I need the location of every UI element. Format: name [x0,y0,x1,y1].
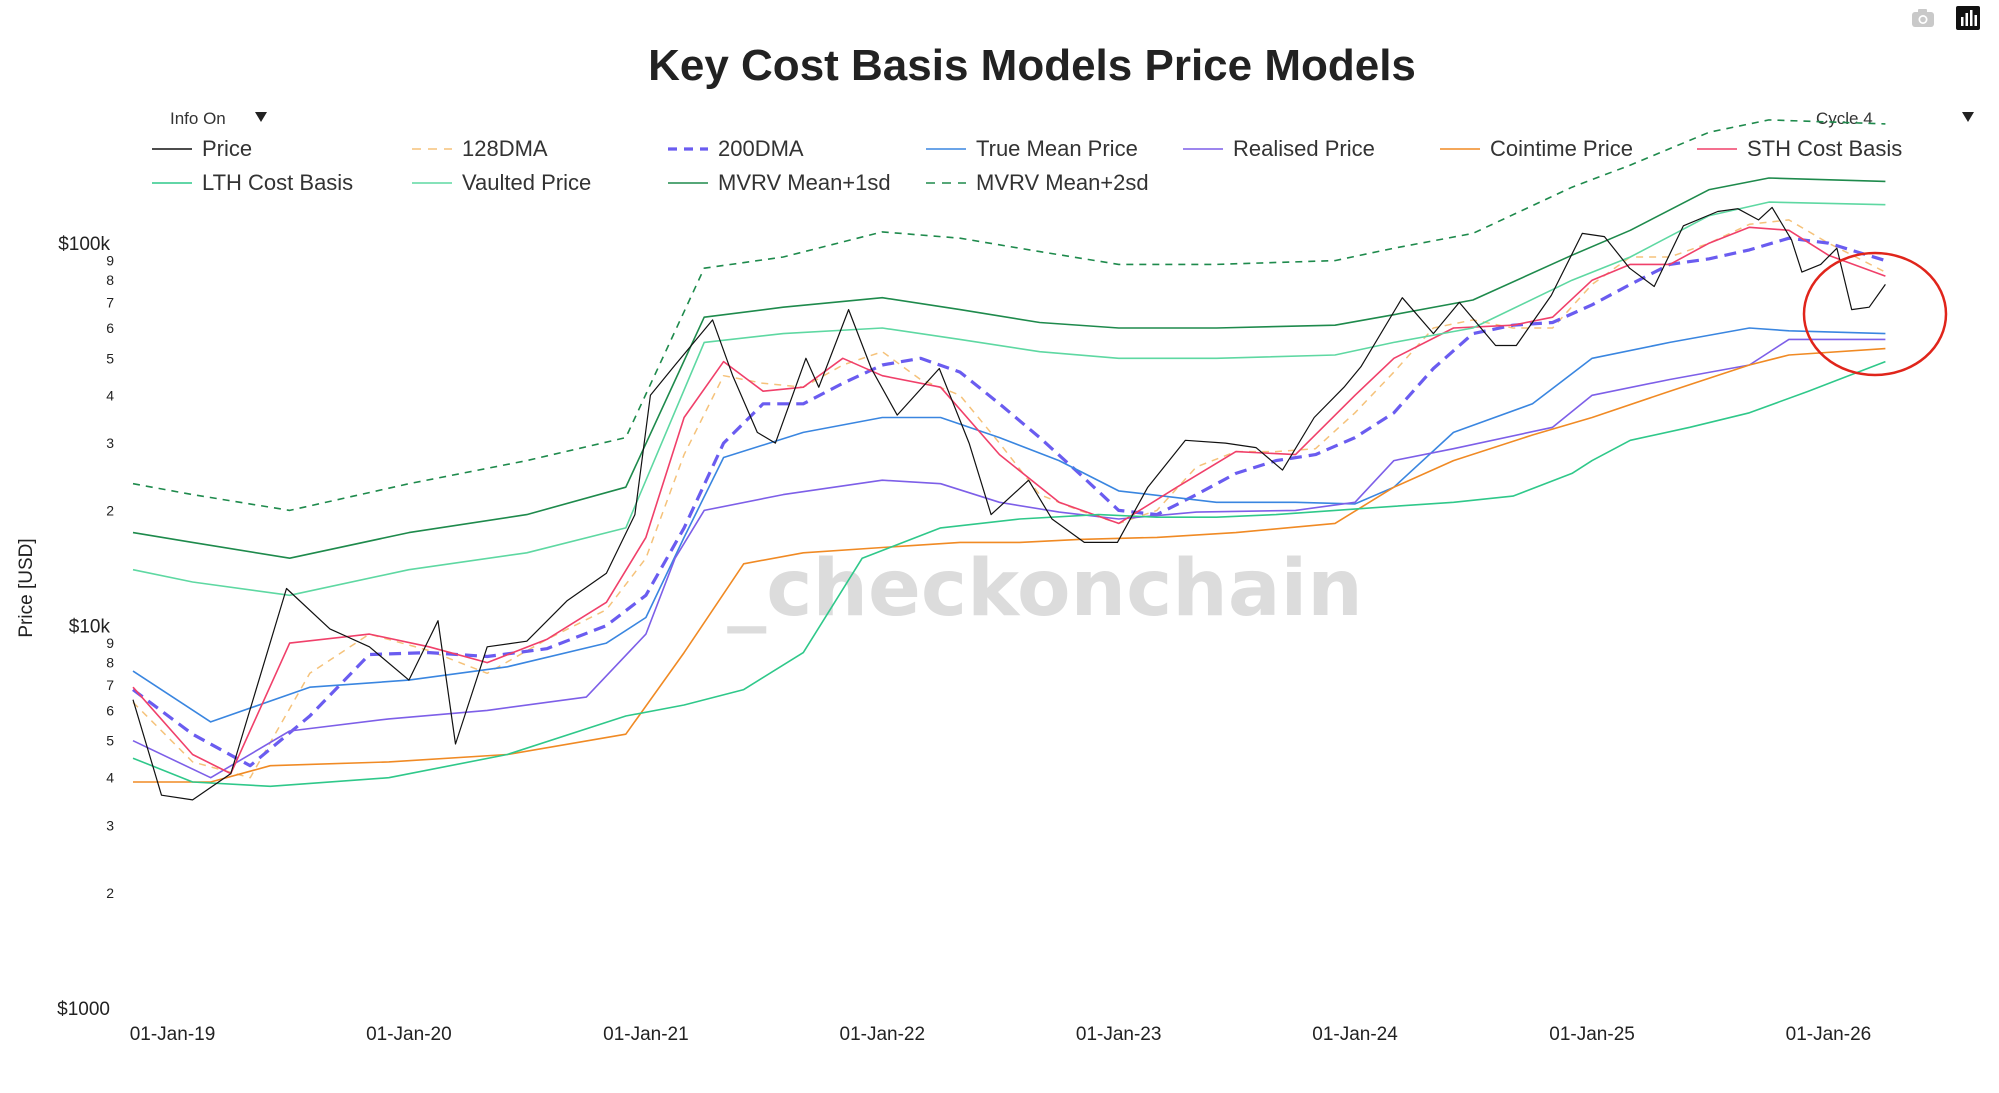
y-tick-label: 7 [106,677,114,693]
y-tick-label: 4 [106,770,114,786]
legend-item-vaulted-price: Vaulted Price [412,170,591,195]
plot-area [132,119,1886,801]
y-tick-label: 2 [106,502,114,518]
legend-item-128dma: 128DMA [412,136,548,161]
y-tick-label: 2 [106,885,114,901]
y-tick-label: $100k [58,234,110,255]
info-dropdown-icon[interactable] [255,112,267,122]
y-tick-label: 8 [106,272,114,288]
legend-label: Cointime Price [1490,136,1633,161]
legend-item-sth-cost-basis: STH Cost Basis [1697,136,1902,161]
y-tick-label: $10k [69,617,111,638]
legend-item-200dma: 200DMA [668,136,804,161]
bar-chart-icon[interactable] [1956,6,1980,30]
series-line-200dma [132,236,1886,768]
legend-label: MVRV Mean+2sd [976,170,1149,195]
y-tick-label: 3 [106,435,114,451]
legend: Price 128DMA 200DMA True Mean Price Realised… [152,136,1902,195]
legend-item-true-mean-price: True Mean Price [926,136,1138,161]
y-tick-label: 5 [106,350,114,366]
x-tick-label: 01-Jan-19 [130,1024,216,1045]
x-tick-label: 01-Jan-21 [603,1024,689,1045]
legend-label: STH Cost Basis [1747,136,1902,161]
cycle-selector[interactable]: Cycle 4 [1816,109,1873,128]
x-axis-ticks: 01-Jan-19 01-Jan-20 01-Jan-21 01-Jan-22 01-J… [130,1024,1871,1045]
legend-item-mvrv-mean-2sd: MVRV Mean+2sd [926,170,1149,195]
series-line-true-mean-price [132,327,1886,723]
series-line-realised-price [132,338,1886,779]
legend-item-mvrv-mean-1sd: MVRV Mean+1sd [668,170,891,195]
watermark: _checkonchain [727,544,1362,634]
x-tick-label: 01-Jan-22 [840,1024,926,1045]
y-tick-label: 7 [106,294,114,310]
legend-label: MVRV Mean+1sd [718,170,891,195]
y-tick-label: 3 [106,818,114,834]
chart-title: Key Cost Basis Models Price Models [648,41,1416,90]
y-tick-label: $1000 [57,999,110,1020]
x-tick-label: 01-Jan-25 [1549,1024,1635,1045]
legend-item-lth-cost-basis: LTH Cost Basis [152,170,353,195]
y-tick-label: 5 [106,733,114,749]
series-line-lth-cost-basis [132,360,1886,788]
y-tick-label: 6 [106,320,114,336]
y-axis-ticks: $1000 $10k $100k 2 3 4 5 6 7 8 9 2 3 4 5 6 7 8 9 [57,234,114,1020]
legend-label: LTH Cost Basis [202,170,353,195]
legend-item-realised-price: Realised Price [1183,136,1375,161]
y-tick-label: 8 [106,655,114,671]
series-line-sth-cost-basis [132,226,1886,775]
legend-item-cointime-price: Cointime Price [1440,136,1633,161]
series-line-mvrv-mean-2sd [132,119,1886,512]
legend-item-price: Price [152,136,252,161]
x-tick-label: 01-Jan-23 [1076,1024,1162,1045]
y-tick-label: 9 [106,253,114,269]
x-tick-label: 01-Jan-26 [1786,1024,1872,1045]
legend-label: 128DMA [462,136,548,161]
cycle-dropdown-icon[interactable] [1962,112,1974,122]
series-line-cointime-price [133,347,1886,783]
y-tick-label: 9 [106,635,114,651]
legend-label: Vaulted Price [462,170,591,195]
camera-icon[interactable] [1912,9,1934,27]
y-axis-label: Price [USD] [16,538,37,637]
legend-label: Price [202,136,252,161]
series-line-price [132,206,1886,801]
x-tick-label: 01-Jan-20 [366,1024,452,1045]
legend-label: True Mean Price [976,136,1138,161]
info-toggle[interactable]: Info On [170,109,226,128]
x-tick-label: 01-Jan-24 [1312,1024,1398,1045]
legend-label: Realised Price [1233,136,1375,161]
legend-label: 200DMA [718,136,804,161]
annotation-circle [1802,251,1948,377]
series-line-vaulted-price [132,201,1886,597]
y-tick-label: 4 [106,387,114,403]
y-tick-label: 6 [106,702,114,718]
series-line-mvrv-mean-1sd [132,177,1886,559]
